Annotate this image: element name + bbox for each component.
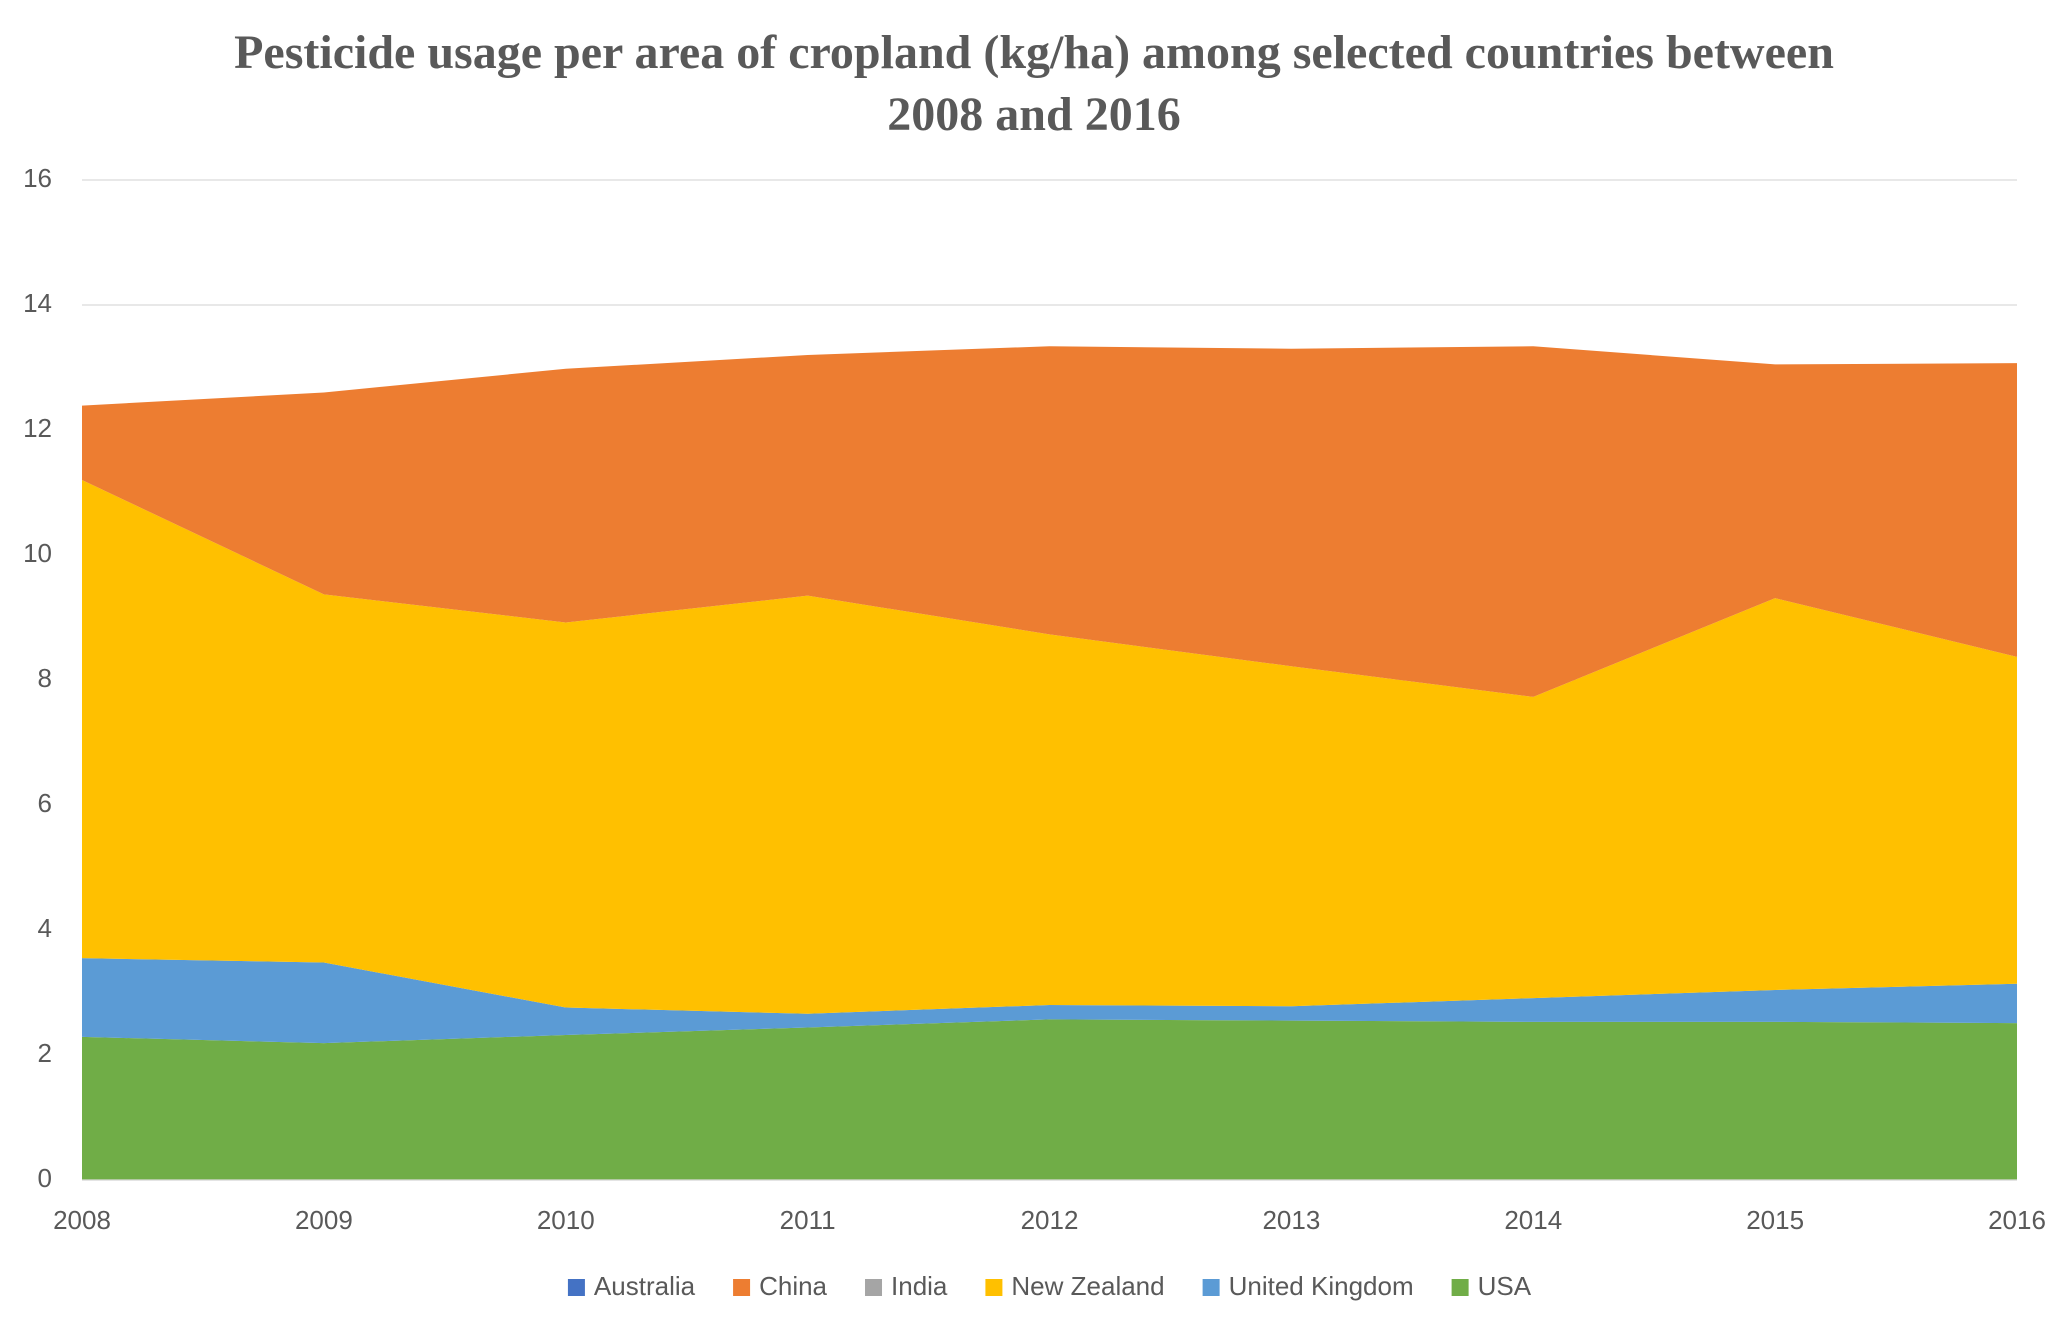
legend-swatch	[865, 1279, 883, 1296]
legend-swatch	[985, 1279, 1003, 1296]
x-tick-label: 2016	[1988, 1205, 2046, 1235]
y-tick-label: 6	[38, 788, 52, 818]
legend-label: United Kingdom	[1229, 1271, 1414, 1301]
y-tick-label: 8	[38, 663, 52, 693]
x-tick-label: 2013	[1262, 1205, 1320, 1235]
x-tick-label: 2012	[1021, 1205, 1079, 1235]
legend-swatch	[1451, 1279, 1469, 1296]
x-tick-label: 2008	[53, 1205, 111, 1235]
x-tick-label: 2009	[295, 1205, 353, 1235]
legend-swatch	[567, 1279, 585, 1296]
y-tick-label: 4	[38, 913, 52, 943]
legend-label: New Zealand	[1011, 1271, 1164, 1301]
legend-label: India	[891, 1271, 948, 1301]
y-tick-label: 10	[23, 538, 52, 568]
area	[82, 346, 2017, 697]
y-tick-label: 12	[23, 413, 52, 443]
x-tick-label: 2015	[1746, 1205, 1804, 1235]
y-tick-label: 14	[23, 288, 52, 318]
area	[82, 480, 2017, 1014]
legend-label: Australia	[594, 1271, 696, 1301]
area	[82, 1019, 2017, 1180]
y-tick-label: 16	[23, 163, 52, 193]
legend-swatch	[733, 1279, 751, 1296]
legend-label: USA	[1478, 1271, 1532, 1301]
legend-label: China	[759, 1271, 827, 1301]
x-tick-label: 2010	[537, 1205, 595, 1235]
x-tick-label: 2014	[1504, 1205, 1562, 1235]
y-tick-label: 0	[38, 1163, 52, 1193]
chart-title: Pesticide usage per area of cropland (kg…	[234, 26, 1834, 141]
legend-swatch	[1202, 1279, 1220, 1296]
y-tick-label: 2	[38, 1038, 52, 1068]
x-tick-label: 2011	[780, 1205, 836, 1235]
area	[82, 958, 2017, 1044]
